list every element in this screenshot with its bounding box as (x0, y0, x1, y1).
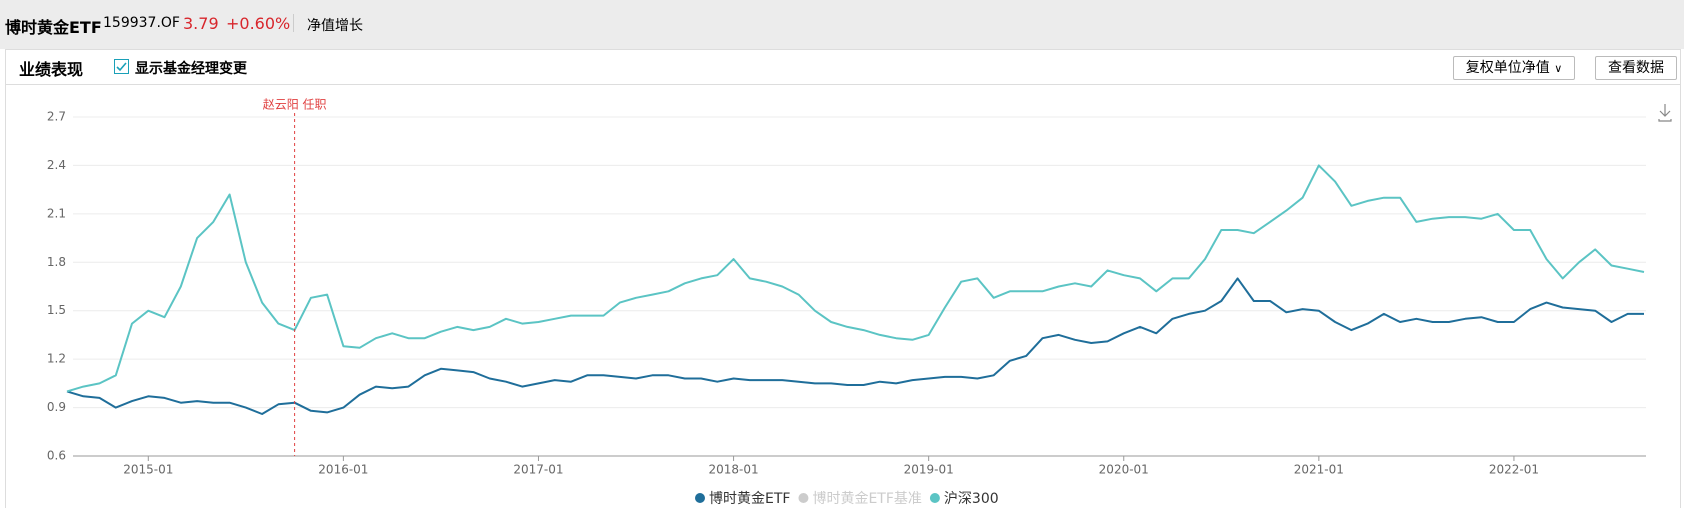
legend-marker (929, 493, 940, 503)
legend-marker (695, 493, 705, 503)
y-tick-label: 2.7 (47, 110, 66, 124)
dropdown-label: 复权单位净值 (1465, 60, 1550, 76)
panel-bar: 业绩表现 显示基金经理变更 复权单位净值 ∨ 查看数据 (6, 50, 1680, 85)
series-line (66, 164, 1645, 393)
y-tick-label: 2.1 (47, 206, 66, 220)
button-label: 查看数据 (1608, 60, 1664, 76)
price: 3.79 (183, 14, 219, 33)
series-line (66, 277, 1644, 415)
change: +0.60% (226, 14, 291, 33)
checkbox-label[interactable]: 显示基金经理变更 (135, 61, 247, 77)
x-tick-label: 2022-01 (1489, 463, 1539, 477)
fund-name: 博时黄金ETF (5, 18, 102, 37)
x-tick-label: 2018-01 (708, 463, 758, 477)
x-tick-label: 2021-01 (1294, 463, 1344, 477)
x-tick-label: 2016-01 (318, 463, 368, 477)
tab[interactable]: 净值增长 (307, 18, 363, 34)
y-tick-label: 1.5 (47, 303, 66, 317)
y-tick-label: 1.8 (47, 255, 66, 269)
y-tick-label: 1.2 (47, 352, 66, 366)
download-icon[interactable] (1658, 104, 1672, 122)
panel: 业绩表现 显示基金经理变更 复权单位净值 ∨ 查看数据 (5, 49, 1681, 508)
x-tick-label: 2015-01 (123, 463, 173, 477)
panel-title: 业绩表现 (19, 60, 84, 79)
check-mark (116, 62, 127, 72)
legend-label[interactable]: 博时黄金ETF (709, 490, 790, 507)
legend-marker (798, 493, 809, 503)
fund-code: 159937.OF (103, 15, 180, 31)
x-tick-label: 2017-01 (513, 463, 563, 477)
x-tick-label: 2020-01 (1099, 463, 1149, 477)
checkbox[interactable] (114, 59, 129, 74)
view-data-button[interactable]: 查看数据 (1595, 56, 1677, 80)
legend-label[interactable]: 博时黄金ETF基准 (812, 490, 921, 507)
y-tick-label: 2.4 (47, 158, 66, 172)
annotation-text: 赵云阳 任职 (263, 98, 327, 112)
header-bar: 博时黄金ETF 159937.OF 3.79 +0.60% 净值增长 (0, 0, 1684, 49)
dropdown[interactable]: 复权单位净值 ∨ (1453, 56, 1575, 80)
y-tick-label: 0.6 (47, 449, 66, 463)
divider (293, 14, 294, 32)
dropdown-arrow: ∨ (1554, 62, 1563, 75)
legend-label[interactable]: 沪深300 (944, 491, 999, 507)
x-tick-label: 2019-01 (904, 463, 954, 477)
y-tick-label: 0.9 (47, 400, 66, 414)
